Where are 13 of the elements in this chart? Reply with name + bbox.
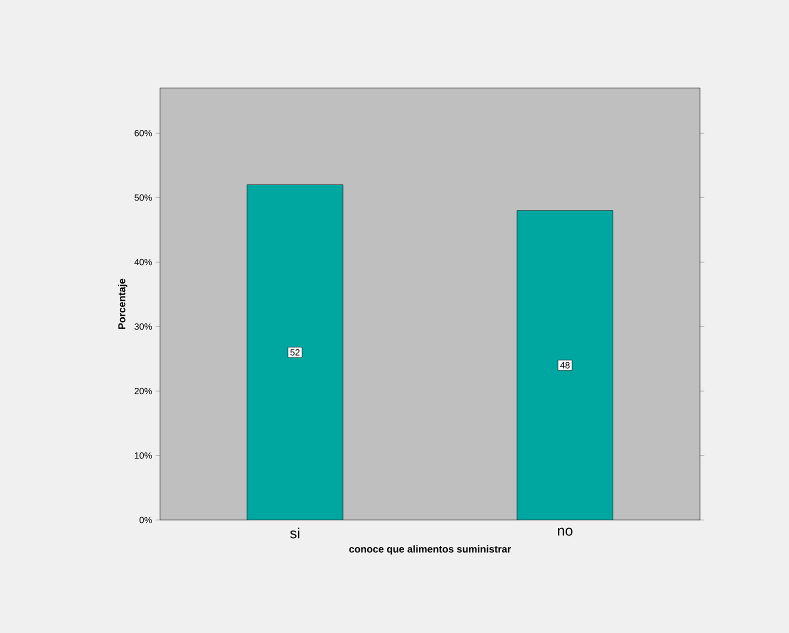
x-tick-label: si [290, 528, 300, 538]
data-label: 52 [290, 349, 300, 356]
x-axis-title: conoce que alimentos suministrar [349, 545, 511, 555]
x-tick-label: no [558, 528, 572, 536]
y-tick-label: 50% [134, 194, 152, 201]
y-tick-label: 60% [134, 130, 152, 136]
y-tick-label: 40% [134, 258, 152, 266]
y-axis-title: Porcentaje [118, 278, 128, 329]
y-tick-label: 20% [134, 388, 152, 394]
y-tick-label: 10% [134, 452, 152, 459]
data-label: 48 [560, 362, 570, 368]
y-tick-label: 0% [140, 516, 152, 524]
y-tick-label: 30% [134, 323, 152, 330]
